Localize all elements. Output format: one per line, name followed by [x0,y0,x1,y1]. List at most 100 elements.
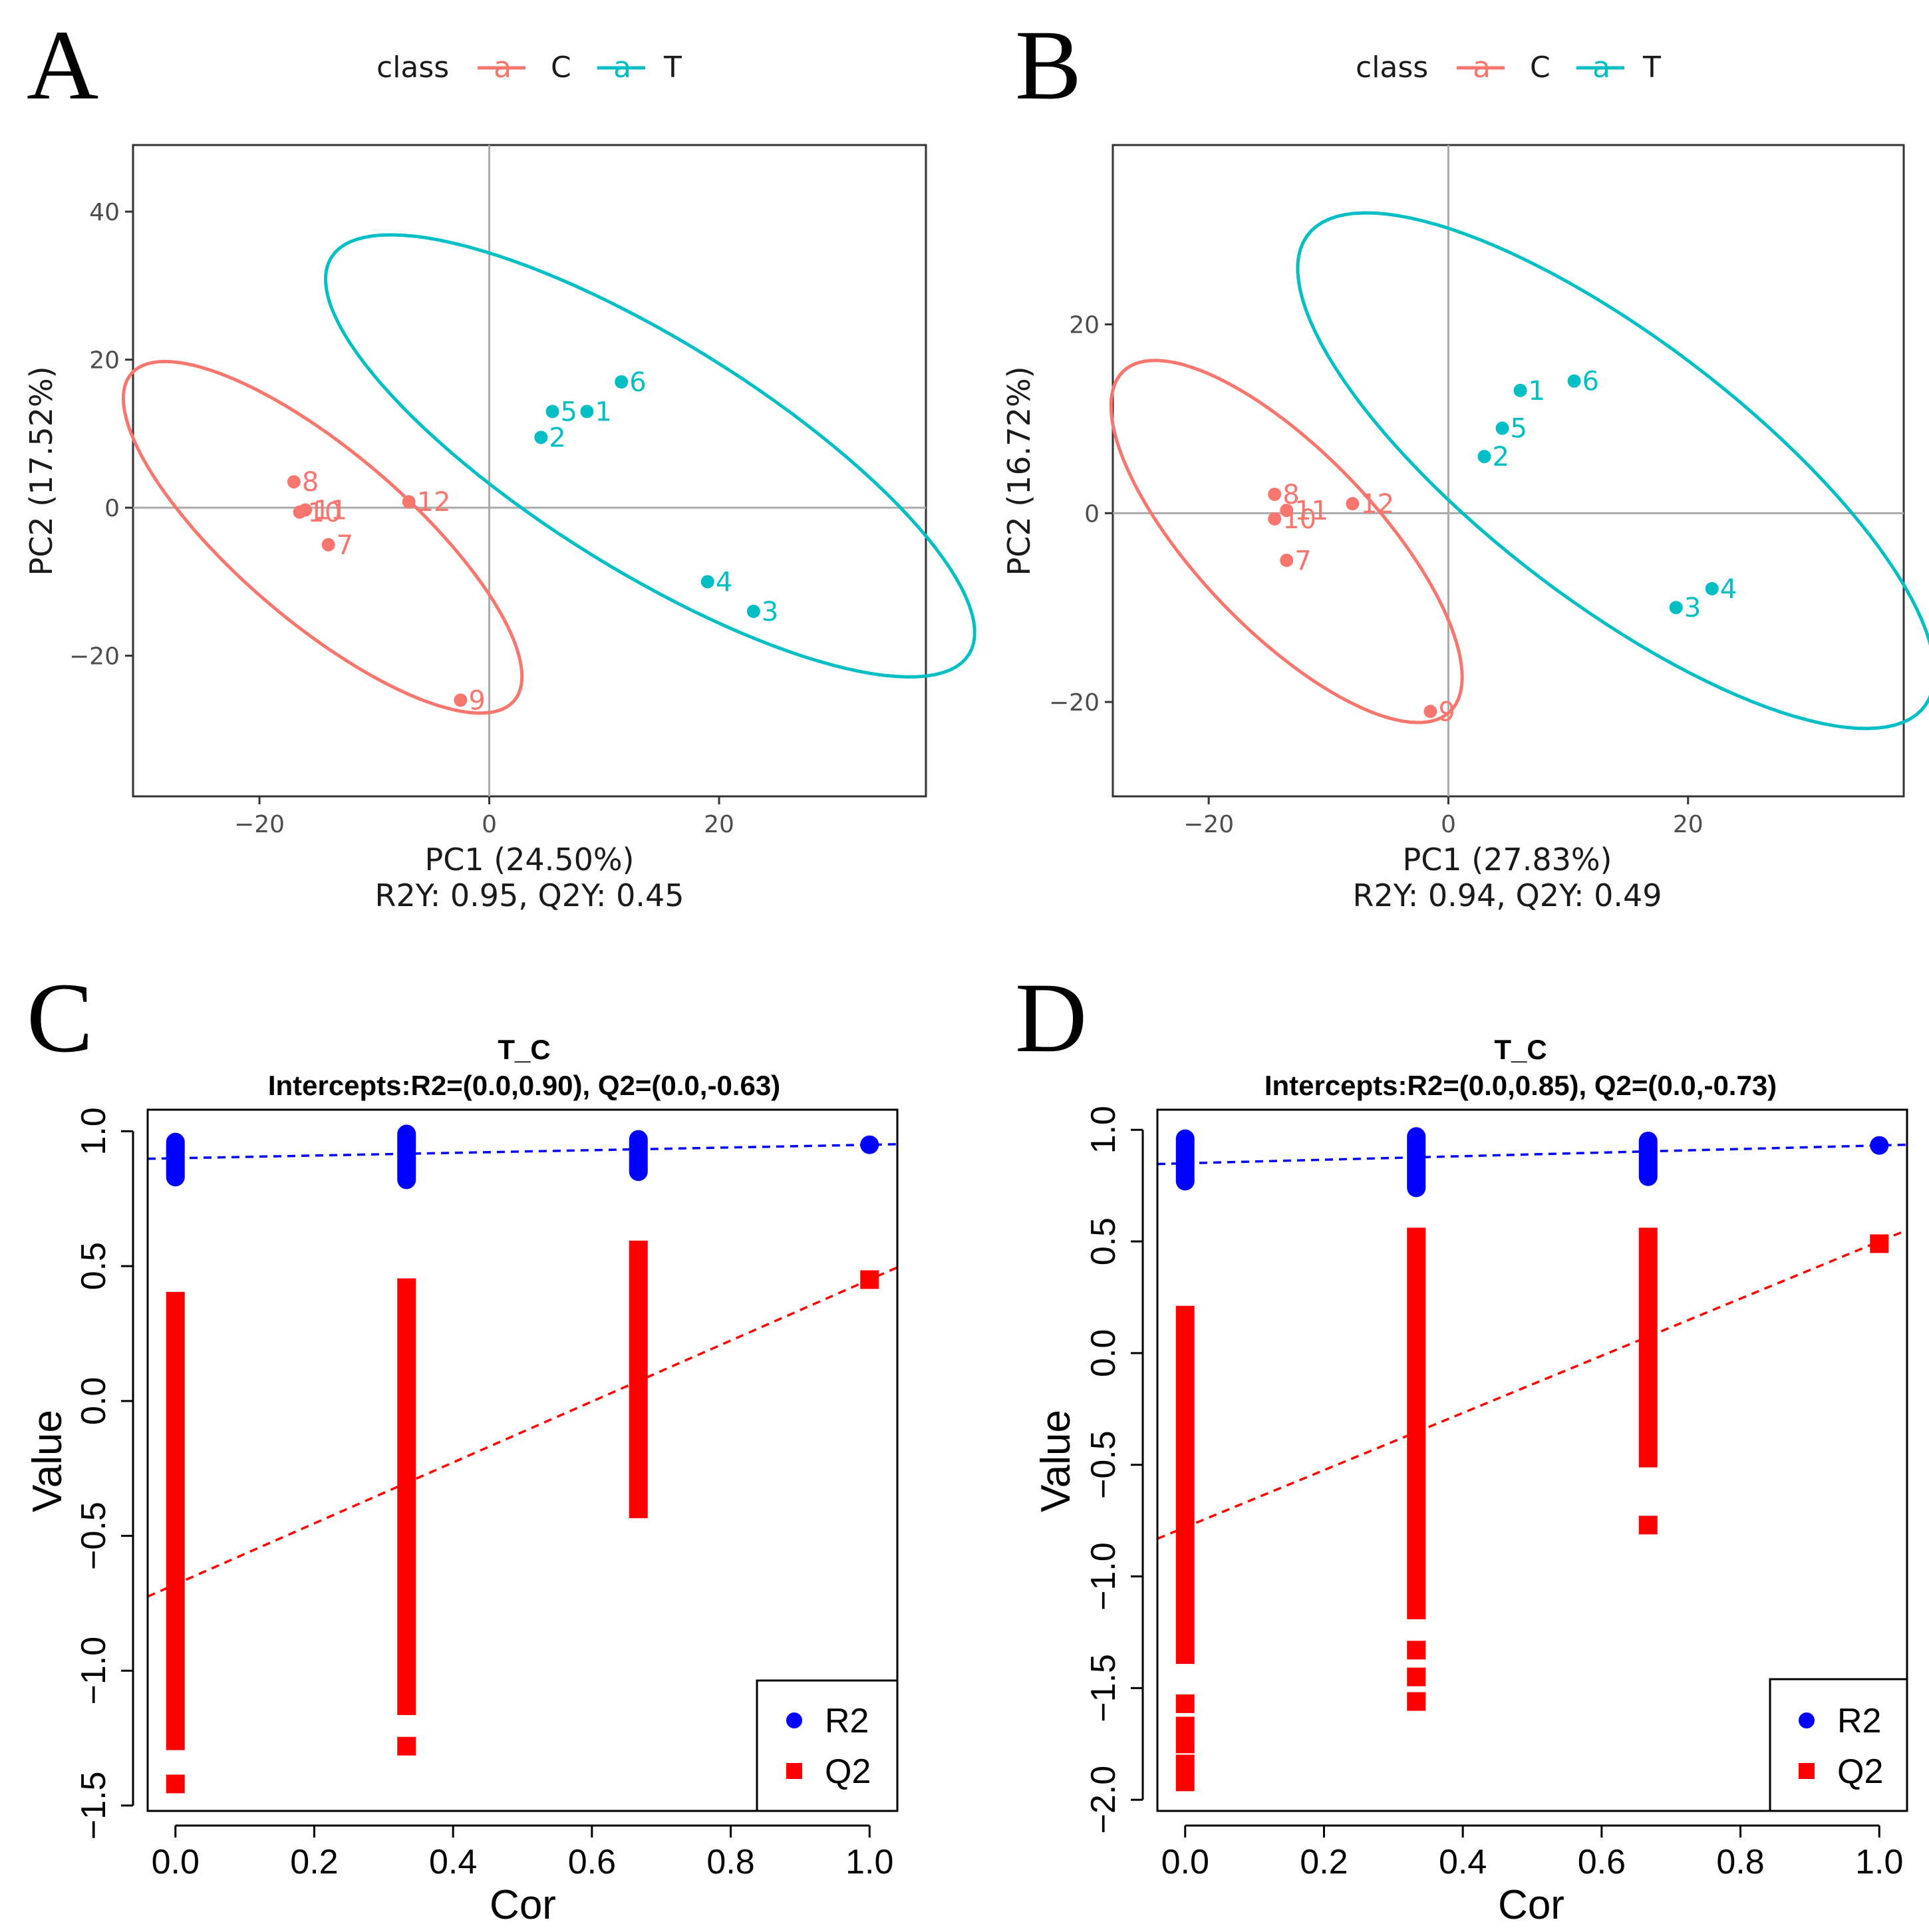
q2-permutation-point [1175,1772,1195,1792]
x-tick-label: 1.0 [1855,1843,1903,1881]
x-tick-label: −20 [1183,811,1234,838]
sample-label-3: 3 [1684,593,1701,623]
x-ticks: −20 0 20 [1183,796,1704,838]
legend-key-r2 [1799,1712,1815,1728]
x-tick-label: 0.8 [706,1843,754,1881]
sample-point-4 [1705,581,1719,595]
r2-permutation-column [1638,1131,1658,1186]
x-axis-title: Cor [1498,1882,1564,1928]
r2-original-point [1870,1136,1889,1155]
r2-permutation-column [1407,1127,1426,1198]
x-tick-label: 0.0 [152,1843,200,1881]
x-tick-label: 20 [1673,811,1704,838]
ellipse-c [122,359,524,715]
y-axis-title: Value [1033,1410,1079,1512]
r2-original-point [860,1135,879,1154]
sample-point-7 [1280,554,1294,567]
legend-title: class [376,51,449,84]
plot-frame [146,1108,899,1812]
sample-point-1 [1513,383,1527,397]
y-tick-label: −1.5 [1084,1654,1123,1722]
y-tick-label: 1.0 [74,1107,113,1155]
legend-label-r2: R2 [825,1702,869,1740]
r2-permutation-column [166,1132,185,1187]
sample-label-11: 11 [1294,496,1328,526]
sample-point-1 [580,404,594,418]
x-tick-label: 0.2 [290,1843,338,1881]
plot-frame [1156,1108,1908,1812]
zero-lines [1113,145,1904,796]
sample-label-7: 7 [1294,546,1311,576]
q2-permutation-point [1175,1734,1195,1754]
x-axis-title: PC1 (27.83%) [1402,842,1612,878]
sample-label-7: 7 [337,530,353,561]
x-tick-label: 0.2 [1300,1843,1348,1881]
y-tick-label: −1.5 [74,1772,113,1840]
x-tick-label: 20 [704,811,734,838]
y-tick-label: −0.5 [74,1502,113,1570]
ellipse-t [324,233,976,679]
sample-label-8: 8 [302,467,319,498]
q2-permutation-point [1175,1716,1195,1736]
sample-label-10: 10 [1282,504,1316,535]
y-tick-label: −0.5 [1084,1430,1123,1499]
legend-key-c-glyph: a [494,51,512,84]
sample-point-12 [1346,497,1360,511]
sample-label-2: 2 [549,422,565,453]
legend-frame [1769,1678,1908,1812]
q2-permutation-point [397,1736,416,1756]
sample-label-3: 3 [762,597,778,627]
sample-point-6 [1567,374,1581,388]
sample-point-2 [1477,450,1491,464]
y-ticks: −20 0 20 [1049,312,1113,717]
x-ticks: −20 0 20 [234,796,734,838]
q2-permutation-point [1175,1754,1195,1774]
plot-marks [1157,1127,1908,1792]
legend-key-t-glyph: a [613,51,631,84]
plot-title: T_C [1494,1034,1547,1065]
sample-point-6 [615,375,629,389]
q2-permutation-point [1175,1694,1195,1713]
plot-subtitle: Intercepts:R2=(0.0,0.85), Q2=(0.0,-0.73) [1264,1070,1777,1101]
legend-label-c: C [551,51,571,84]
sample-point-8 [1268,487,1282,501]
y-tick-label: 0.5 [74,1242,113,1290]
sample-label-5: 5 [1510,414,1527,444]
x-tick-label: 0.0 [1161,1843,1209,1881]
q2-original-point [860,1270,879,1289]
q2-permutation-column [166,1291,185,1750]
ellipses [1109,211,1929,730]
y-tick-label: 0 [104,495,120,522]
sample-label-12: 12 [1360,489,1394,520]
legend-box: R2 Q2 [756,1679,899,1812]
sample-label-6: 6 [1582,367,1599,397]
plot-subtitle: Intercepts:R2=(0.0,0.90), Q2=(0.0,-0.63) [268,1070,780,1101]
sample-point-3 [746,604,760,618]
legend-box: R2 Q2 [1769,1678,1908,1812]
y-tick-label: 0 [1084,500,1100,528]
sample-point-11 [1280,504,1294,518]
sample-label-1: 1 [595,397,611,428]
legend-key-q2 [1799,1763,1815,1779]
y-tick-label: 1.0 [1084,1106,1123,1154]
ellipse-t [1296,211,1929,730]
sample-point-10 [293,505,307,519]
x-tick-label: 0.4 [1439,1843,1487,1881]
x-tick-label: 0 [482,811,497,838]
regression-line-q2 [1157,1229,1908,1540]
sample-point-8 [287,475,301,489]
legend-label-t: T [1642,51,1661,84]
sample-label-12: 12 [417,487,451,518]
q2-permutation-column [397,1278,416,1715]
y-tick-label: −1.0 [1084,1542,1123,1611]
x-tick-label: 0.8 [1716,1843,1764,1881]
legend-label-r2: R2 [1837,1702,1881,1740]
sample-label-5: 5 [561,397,577,428]
x-tick-label: 0.6 [1578,1843,1626,1881]
sample-point-2 [534,430,548,444]
permutation-panel-c: T_C Intercepts:R2=(0.0,0.90), Q2=(0.0,-0… [25,1034,899,1928]
sample-point-12 [402,495,416,509]
